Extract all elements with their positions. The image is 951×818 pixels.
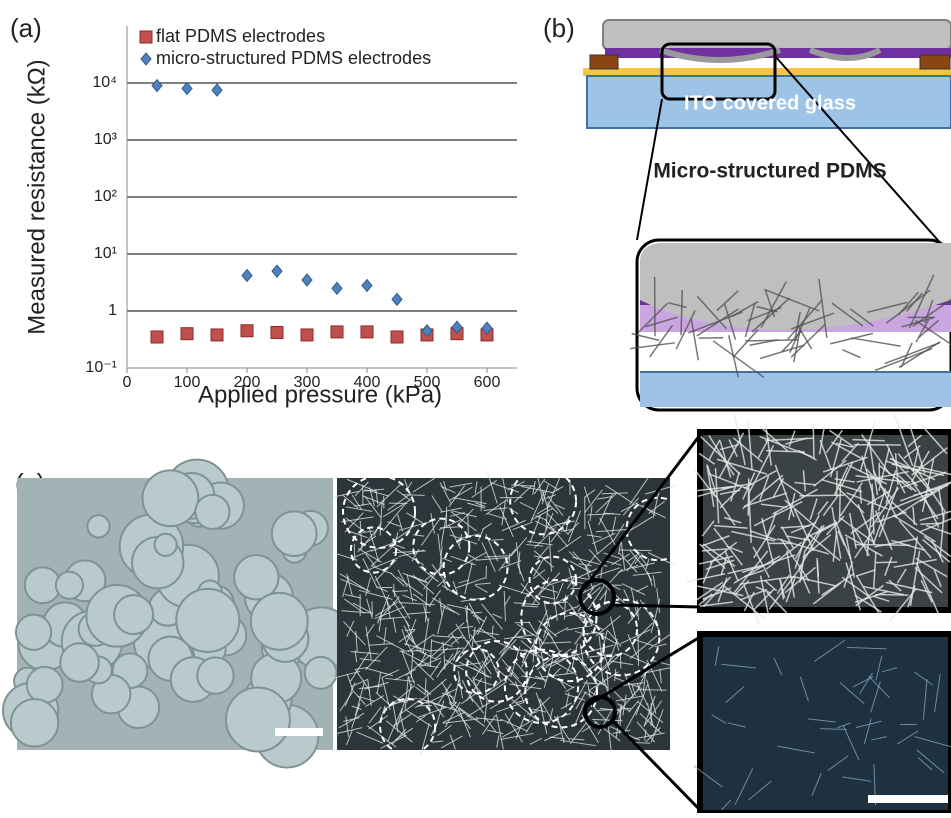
micrographs bbox=[3, 412, 951, 813]
pdms-bump bbox=[197, 657, 233, 693]
pdms-bump bbox=[11, 699, 58, 746]
data-point bbox=[152, 80, 162, 92]
pdms-bump bbox=[272, 511, 317, 556]
legend-marker bbox=[141, 53, 151, 65]
data-point bbox=[331, 326, 343, 338]
pdms-bump bbox=[234, 555, 278, 599]
pdms-bump bbox=[60, 643, 99, 682]
y-axis-label: Measured resistance (kΩ) bbox=[23, 59, 50, 334]
data-point bbox=[392, 293, 402, 305]
y-tick-label: 10⁻¹ bbox=[85, 359, 117, 376]
data-point bbox=[332, 282, 342, 294]
legend-label: flat PDMS electrodes bbox=[156, 26, 325, 46]
data-point bbox=[211, 329, 223, 341]
pdms-bump bbox=[87, 515, 109, 537]
pdms-bump bbox=[155, 534, 177, 556]
pdms-bump bbox=[176, 589, 239, 652]
data-point bbox=[361, 326, 373, 338]
x-tick-label: 300 bbox=[294, 374, 321, 391]
data-point bbox=[391, 331, 403, 343]
data-point bbox=[272, 265, 282, 277]
data-point bbox=[181, 328, 193, 340]
x-tick-label: 0 bbox=[123, 374, 132, 391]
pdms-bump bbox=[143, 470, 199, 526]
x-tick-label: 100 bbox=[174, 374, 201, 391]
glass-label: ITO covered glass bbox=[684, 92, 856, 114]
y-tick-label: 1 bbox=[108, 302, 117, 319]
nanowire bbox=[748, 478, 749, 515]
legend-label: micro-structured PDMS electrodes bbox=[156, 48, 431, 68]
pdms-bump bbox=[27, 667, 63, 703]
pdms-bump bbox=[56, 572, 83, 599]
y-tick-label: 10⁴ bbox=[92, 74, 117, 91]
nanowire bbox=[354, 544, 355, 560]
nanowire bbox=[875, 595, 908, 596]
pdms-bump bbox=[195, 495, 229, 529]
data-point bbox=[151, 331, 163, 343]
y-tick-label: 10³ bbox=[94, 131, 118, 148]
panel-label: (b) bbox=[543, 13, 575, 43]
data-point bbox=[302, 274, 312, 286]
y-tick-label: 10¹ bbox=[94, 245, 117, 262]
pdms-bump bbox=[16, 615, 51, 650]
pdms-bump bbox=[251, 593, 308, 650]
figure: (a) (b) (c) Measured resistance (kΩ) App… bbox=[0, 0, 951, 813]
data-point bbox=[241, 325, 253, 337]
data-point bbox=[212, 84, 222, 96]
x-tick-label: 600 bbox=[474, 374, 501, 391]
panel-label: (a) bbox=[10, 13, 42, 43]
pdms-bump bbox=[305, 657, 337, 689]
nanowire bbox=[403, 495, 425, 496]
nanowire bbox=[745, 340, 798, 341]
legend-marker bbox=[140, 31, 152, 43]
x-tick-label: 400 bbox=[354, 374, 381, 391]
data-point bbox=[242, 269, 252, 281]
nanowire bbox=[813, 424, 814, 458]
pdms-bump bbox=[114, 595, 153, 634]
nanowire bbox=[799, 495, 844, 496]
data-point bbox=[271, 326, 283, 338]
data-point bbox=[362, 280, 372, 292]
diagram-caption: Micro-structured PDMS bbox=[653, 160, 886, 183]
pdms-bump bbox=[226, 688, 290, 752]
device-diagram: Micro-structured PDMS ITO covered glass bbox=[583, 20, 951, 410]
x-tick-label: 500 bbox=[414, 374, 441, 391]
y-tick-label: 10² bbox=[94, 188, 118, 205]
data-point bbox=[301, 329, 313, 341]
x-tick-label: 200 bbox=[234, 374, 261, 391]
data-point bbox=[182, 83, 192, 95]
